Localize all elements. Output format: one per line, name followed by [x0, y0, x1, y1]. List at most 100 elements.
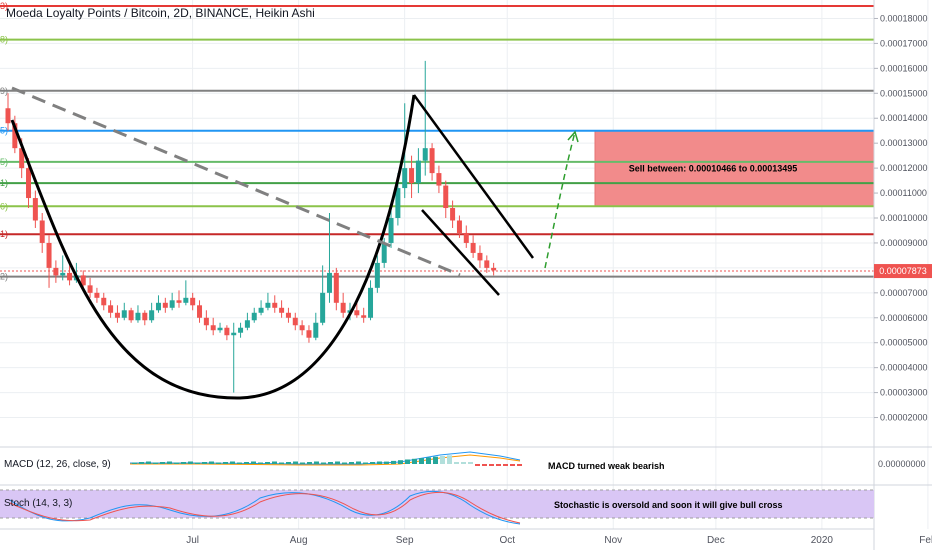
stoch-note: Stochastic is oversold and soon it will … [554, 500, 783, 510]
candle [101, 292, 107, 311]
price-tick-label: 0.00013000 [880, 138, 928, 148]
candle [306, 325, 312, 343]
macd-hist-bar [321, 462, 326, 464]
macd-hist-bar [370, 462, 375, 464]
time-tick-label: Nov [604, 535, 622, 546]
macd-hist-bar [419, 458, 424, 464]
candle [210, 317, 216, 336]
candle [121, 302, 127, 321]
fib-level-tag: 8) [0, 35, 8, 45]
candle [197, 300, 203, 323]
macd-hist-bar [349, 462, 354, 464]
candle [299, 320, 305, 336]
macd-hist-bar [482, 464, 487, 466]
candle [292, 312, 298, 331]
macd-hist-bar [174, 462, 179, 464]
candle-body [26, 168, 32, 199]
macd-hist-bar [314, 461, 319, 464]
candle [46, 235, 52, 288]
candle-body [484, 260, 490, 268]
macd-hist-bar [440, 456, 445, 464]
candle-body [169, 300, 175, 308]
fib-level-tag: 1) [0, 229, 8, 239]
macd-hist-bar [503, 464, 508, 466]
candle-body [94, 292, 100, 298]
macd-hist-bar [230, 461, 235, 464]
candle-body [265, 302, 271, 308]
macd-hist-bar [489, 464, 494, 466]
price-axis[interactable]: 0.00018000 0.00017000 0.00016000 0.00015000… [874, 13, 928, 423]
candle-body [67, 272, 73, 281]
stoch-band [0, 490, 874, 518]
candle-body [60, 272, 66, 276]
candle [114, 305, 120, 323]
macd-label: MACD (12, 26, close, 9) [4, 459, 111, 470]
candle-body [306, 330, 312, 338]
macd-pane[interactable]: MACD (12, 26, close, 9) MACD turned weak… [4, 451, 926, 471]
fib-level-tag: 9) [0, 86, 8, 96]
candle-body [210, 325, 216, 331]
candle [326, 213, 332, 303]
candle-body [46, 242, 52, 268]
candle-body [217, 327, 223, 331]
candle-body [19, 148, 25, 169]
candle-body [354, 310, 360, 316]
price-tick-label: 0.00017000 [880, 38, 928, 48]
projection-arrow [544, 131, 576, 269]
candle [108, 300, 114, 318]
candle [94, 287, 100, 303]
candle-body [395, 188, 401, 218]
candle [470, 235, 476, 258]
candle-body [5, 108, 11, 124]
macd-hist-bar [496, 464, 501, 466]
candle [190, 292, 196, 311]
candle-body [470, 242, 476, 253]
macd-hist-bar [461, 462, 466, 464]
candle [238, 322, 244, 338]
macd-hist-bar [209, 461, 214, 464]
candle-body [381, 242, 387, 263]
macd-hist-bar [356, 461, 361, 464]
macd-hist-bar [335, 461, 340, 464]
macd-hist-bar [468, 462, 473, 464]
candle-body [183, 297, 189, 303]
candle [39, 213, 45, 253]
candle-body [238, 327, 244, 333]
candle-body [121, 310, 127, 318]
cup-curve [10, 94, 416, 400]
candle [224, 325, 230, 341]
candle [340, 292, 346, 318]
time-tick-label: Dec [707, 535, 725, 546]
candle [463, 225, 469, 248]
candle-body [12, 123, 18, 149]
candle [87, 277, 93, 298]
time-tick-label: Aug [290, 535, 308, 546]
candle-body [333, 272, 339, 303]
stoch-pane[interactable]: Stoch (14, 3, 3) Stochastic is oversold … [0, 489, 874, 525]
macd-hist-bar [398, 460, 403, 464]
candle [436, 165, 442, 194]
candle-body [326, 272, 332, 293]
macd-hist-bar [272, 461, 277, 464]
macd-hist-bar [244, 462, 249, 464]
macd-hist-bar [286, 462, 291, 464]
candle-body [292, 317, 298, 326]
candle-body [402, 168, 408, 189]
last-price-badge: 0.00007873 [874, 264, 932, 279]
price-tick-label: 0.00007000 [880, 288, 928, 298]
fib-level-tag: 2) [0, 272, 8, 282]
macd-hist-bar [160, 462, 165, 464]
macd-hist-bar [146, 461, 151, 464]
macd-hist-bar [363, 462, 368, 464]
price-tick-label: 0.00018000 [880, 13, 928, 23]
macd-hist-bar [195, 462, 200, 464]
candle-body [436, 173, 442, 186]
macd-hist-bar [454, 462, 459, 464]
candle-body [443, 185, 449, 209]
time-axis[interactable]: Jul Aug Sep Oct Nov Dec 2020 Feb [186, 535, 932, 546]
candle-body [285, 312, 291, 318]
candle-body [190, 297, 196, 306]
candle-body [415, 160, 421, 184]
